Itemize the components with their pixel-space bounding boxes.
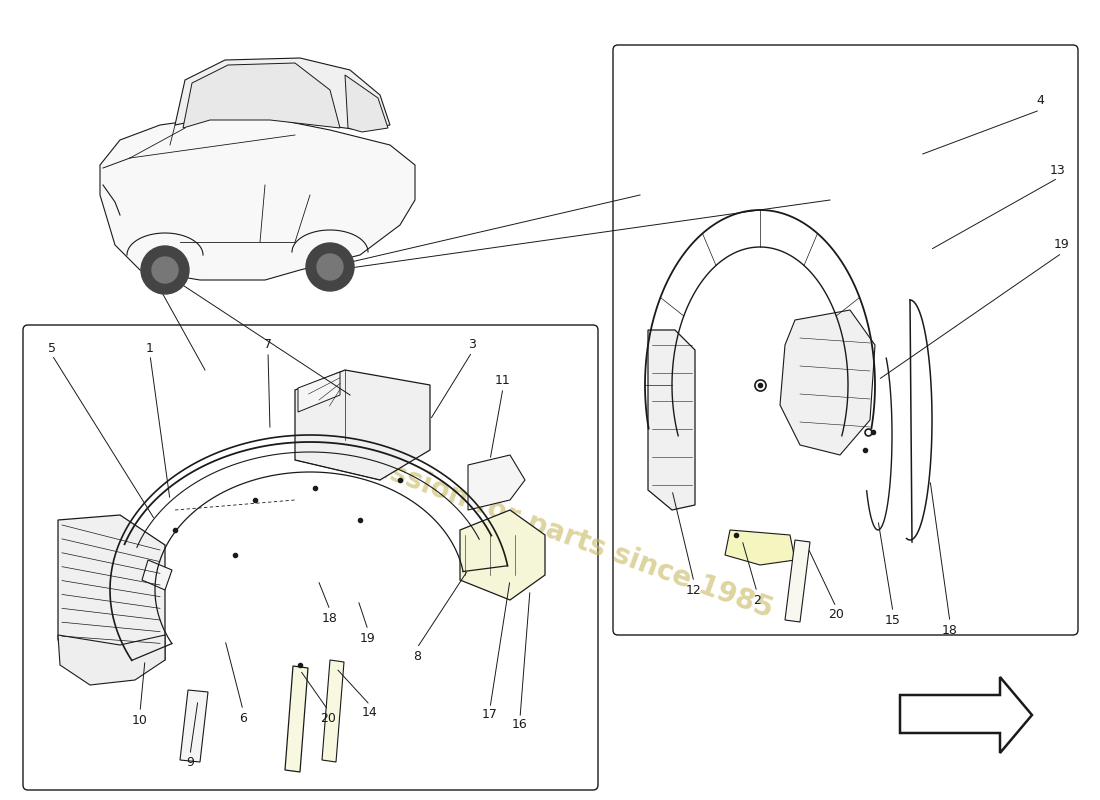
Text: 3: 3	[469, 338, 476, 351]
Text: 17: 17	[482, 709, 498, 722]
Text: 4: 4	[1036, 94, 1044, 106]
Polygon shape	[648, 330, 695, 510]
Text: 11: 11	[495, 374, 510, 386]
Polygon shape	[298, 372, 340, 412]
Text: 7: 7	[264, 338, 272, 351]
Text: 20: 20	[828, 609, 844, 622]
Polygon shape	[285, 666, 308, 772]
Text: 8: 8	[412, 650, 421, 662]
Text: 18: 18	[942, 623, 958, 637]
Text: 14: 14	[362, 706, 378, 718]
Polygon shape	[785, 540, 810, 622]
Text: 20: 20	[320, 711, 336, 725]
Text: 16: 16	[513, 718, 528, 731]
Text: 5: 5	[48, 342, 56, 354]
FancyBboxPatch shape	[613, 45, 1078, 635]
Text: 9: 9	[186, 755, 194, 769]
Polygon shape	[468, 455, 525, 510]
Text: 12: 12	[686, 583, 702, 597]
Text: 10: 10	[132, 714, 147, 726]
Circle shape	[306, 243, 354, 291]
Text: 6: 6	[239, 711, 246, 725]
Text: 2: 2	[754, 594, 761, 606]
Polygon shape	[322, 660, 344, 762]
Polygon shape	[142, 560, 172, 590]
Text: 1: 1	[146, 342, 154, 354]
Circle shape	[141, 246, 189, 294]
Text: 15: 15	[886, 614, 901, 626]
Text: 19: 19	[360, 631, 376, 645]
Polygon shape	[900, 677, 1032, 753]
Polygon shape	[725, 530, 795, 565]
Polygon shape	[180, 690, 208, 762]
Circle shape	[152, 257, 178, 283]
Polygon shape	[100, 118, 415, 280]
Polygon shape	[780, 310, 874, 455]
Polygon shape	[58, 635, 165, 685]
Polygon shape	[345, 75, 388, 132]
Text: 13: 13	[1050, 163, 1066, 177]
Text: a passion for parts since 1985: a passion for parts since 1985	[323, 436, 777, 624]
Polygon shape	[460, 510, 544, 600]
Polygon shape	[58, 515, 165, 670]
FancyBboxPatch shape	[23, 325, 598, 790]
Text: 19: 19	[1054, 238, 1070, 251]
Polygon shape	[295, 370, 430, 480]
Polygon shape	[175, 58, 390, 130]
Circle shape	[317, 254, 343, 280]
Polygon shape	[183, 63, 340, 128]
Text: 18: 18	[322, 611, 338, 625]
